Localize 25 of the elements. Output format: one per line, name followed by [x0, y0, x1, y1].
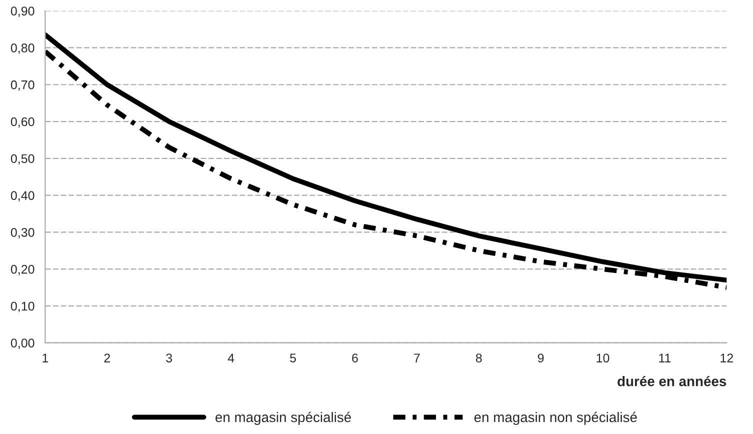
- y-tick-label: 0,90: [10, 6, 34, 17]
- y-tick-label: 0,00: [10, 338, 34, 349]
- y-tick-label: 0,40: [10, 191, 34, 202]
- y-tick-label: 0,60: [10, 117, 34, 128]
- x-axis-title: durée en années: [618, 376, 726, 386]
- x-tick-label: 2: [104, 354, 110, 362]
- y-tick-label: 0,10: [10, 302, 34, 312]
- y-tick-label: 0,30: [10, 228, 34, 238]
- legend-label: en magasin spécialisé: [216, 412, 351, 425]
- x-tick-label: 5: [290, 354, 296, 362]
- x-tick-label: 7: [414, 354, 420, 362]
- y-tick-label: 0,70: [10, 80, 34, 91]
- legend-label: en magasin non spécialisé: [474, 412, 637, 425]
- x-tick-label: 11: [659, 354, 671, 362]
- x-tick-label: 8: [476, 354, 482, 362]
- y-tick-label: 0,20: [10, 264, 34, 276]
- x-tick-label: 12: [720, 354, 733, 362]
- x-tick-label: 4: [228, 354, 234, 362]
- y-tick-label: 0,50: [10, 154, 34, 165]
- x-tick-label: 9: [538, 354, 544, 362]
- x-tick-label: 10: [596, 354, 610, 362]
- x-tick-label: 1: [42, 354, 48, 362]
- y-tick-label: 0,80: [10, 44, 34, 54]
- x-tick-label: 6: [352, 354, 358, 362]
- x-tick-label: 3: [166, 354, 172, 362]
